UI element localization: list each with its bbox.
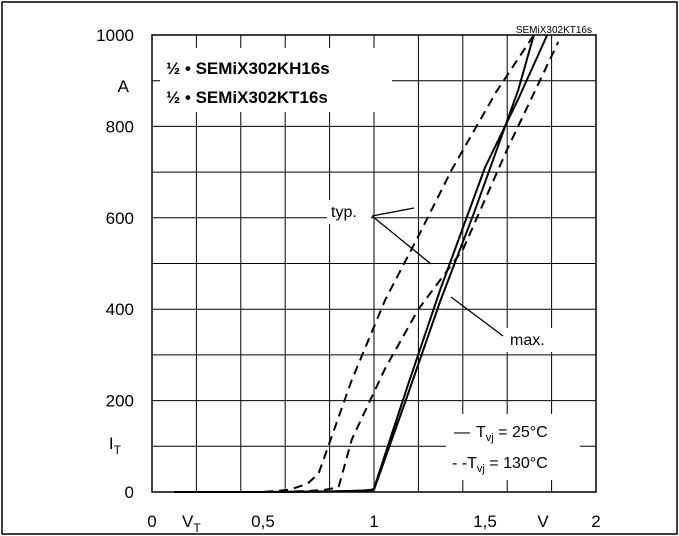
x-tick-label: 1,5 (473, 512, 497, 531)
annotation-typ: typ. (331, 204, 357, 221)
y-axis-symbol-sub: T (114, 443, 122, 457)
legend-entry-2-sub: vj (477, 463, 485, 475)
chart-title-line-1: ½ • SEMiX302KH16s (166, 59, 330, 78)
y-axis-symbol: IT (109, 434, 122, 457)
chart-title-line-2: ½ • SEMiX302KT16s (166, 88, 328, 107)
y-tick-label: 600 (106, 209, 134, 228)
typ-label-bg (327, 200, 371, 224)
legend-entry-2-sym: T (467, 455, 477, 472)
legend-entry-2-marker: - - (452, 455, 467, 472)
y-tick-label: 400 (106, 300, 134, 319)
plot-frame (151, 34, 597, 493)
series-line-typ-dashed (174, 34, 535, 493)
tick-labels: 0 0,5 1 1,5 2 0 200 400 600 800 1000 (96, 26, 601, 531)
y-unit: A (118, 77, 130, 96)
y-tick-label: 200 (106, 392, 134, 411)
y-tick-label: 0 (125, 483, 134, 502)
y-axis-symbol-main: I (109, 434, 114, 453)
legend-entry-1: — Tvj = 25°C (454, 424, 548, 444)
doc-id: SEMiX302KT16s (516, 25, 592, 36)
curves (174, 34, 560, 493)
annotation-max: max. (510, 332, 545, 349)
x-axis-symbol-main: V (182, 512, 194, 531)
legend-entry-1-value: = 25°C (494, 424, 548, 441)
x-axis-symbol: VT (182, 512, 201, 535)
y-tick-label: 800 (106, 117, 134, 136)
legend-entry-1-marker: — (454, 424, 470, 441)
x-axis-symbol-sub: T (193, 521, 201, 535)
max-label-bg (505, 328, 565, 352)
x-tick-label: 0,5 (251, 512, 275, 531)
y-tick-label: 1000 (96, 26, 134, 45)
annotation-max-leader (450, 296, 504, 337)
series-line-max-solid (174, 34, 549, 493)
x-tick-label: 0 (147, 512, 156, 531)
legend-entry-1-sym: T (476, 424, 486, 441)
legend-entry-2-value: = 130°C (485, 455, 548, 472)
annotation-typ-leader-2 (371, 207, 415, 217)
annotation-typ-leader (371, 215, 432, 265)
series-line-max-dashed (174, 41, 560, 493)
x-unit: V (537, 512, 549, 531)
x-tick-label: 1 (369, 512, 378, 531)
x-tick-label: 2 (591, 512, 600, 531)
legend-bg (446, 414, 580, 480)
title-box-bg (160, 48, 392, 112)
legend-entry-1-sub: vj (486, 432, 494, 444)
legend-entry-2: - -Tvj = 130°C (452, 455, 548, 475)
